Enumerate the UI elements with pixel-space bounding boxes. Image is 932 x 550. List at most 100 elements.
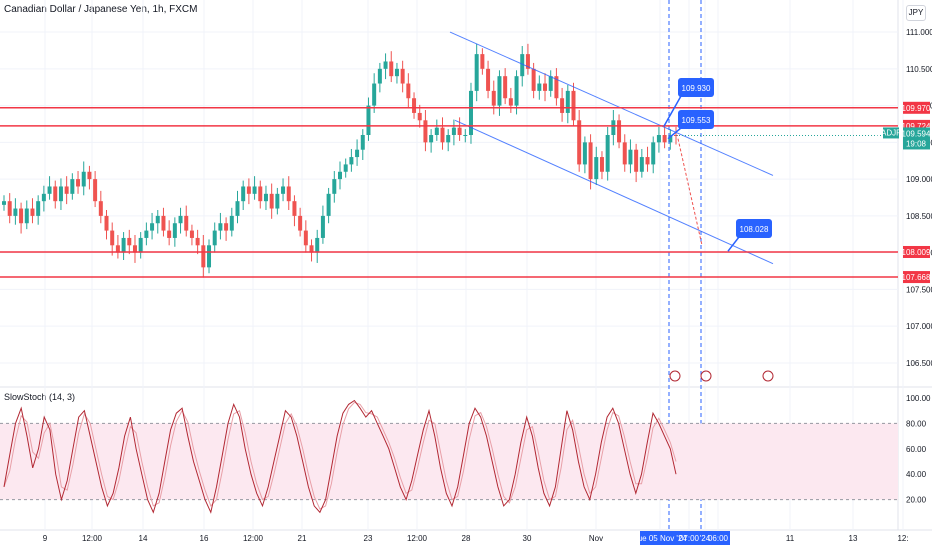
candle-body [30,208,35,216]
candle-body [218,223,223,231]
callout-box [678,110,714,129]
candle-body [400,68,405,84]
indicator-title: SlowStoch (14, 3) [4,392,76,402]
stoch-band-fill [0,423,898,500]
candle-body [93,179,98,202]
candle-body [406,83,411,99]
price-tick-label: 106.500 [906,359,932,368]
candle-body [446,135,451,143]
candle-body [588,142,593,180]
event-marker-icon [700,370,712,382]
candle-body [355,149,360,158]
candle-body [605,135,610,172]
time-tick-label: 16 [200,534,209,543]
candle-body [326,193,331,216]
candle-body [582,142,587,165]
time-tick-label: 12:00 [407,534,428,543]
currency-button[interactable]: JPY [906,5,926,21]
candle-body [474,54,479,91]
candle-body [155,215,160,224]
candle-body [76,179,81,187]
candle-body [87,171,92,180]
callout-label: 109.553 [682,116,711,125]
chart-title: Canadian Dollar / Japanese Yen, 1h, FXCM [4,4,198,15]
candle-body [349,157,354,165]
price-level-label: 107.668 [902,273,931,282]
time-tick-label: Nov [589,534,603,543]
candle-body [224,223,229,231]
candle-body [457,127,462,135]
time-highlight [640,531,730,545]
candle-body [440,127,445,143]
candle-body [468,90,473,135]
channel-lower-line [454,119,774,265]
time-tick-label: 9 [43,534,48,543]
candle-body [24,208,29,224]
candle-body [389,61,394,77]
candle-body [207,245,212,268]
candle-body [434,127,439,135]
candle-body [178,215,183,224]
event-marker-icon [669,370,681,382]
candle-body [554,76,559,99]
price-level-label: 109.724 [902,122,931,131]
candle-body [491,90,496,106]
candle-body [201,245,206,268]
time-tick-label: 14 [139,534,148,543]
time-tick-label: 13 [849,534,858,543]
candle-body [628,149,633,165]
candle-body [571,90,576,121]
time-tick-label: 30 [523,534,532,543]
candle-body [121,237,126,253]
candle-body [258,186,263,202]
callout-pointer [667,127,682,140]
callout-label: 109.930 [682,84,711,93]
candle-body [184,215,189,231]
price-level-label: 109.970 [902,104,931,113]
time-tick-label: Tue 05 Nov '24 [633,534,687,543]
price-tick-label: 109.000 [906,175,932,184]
candle-body [115,245,120,253]
candle-body [651,142,656,165]
candle-body [320,215,325,238]
candle-body [520,54,525,77]
candle-body [639,157,644,172]
callout-box [736,219,772,238]
stoch-tick-label: 40.00 [906,470,927,479]
candle-body [110,230,115,246]
candle-body [81,171,86,187]
candle-body [531,68,536,91]
candle-body [497,76,502,106]
candle-body [514,76,519,106]
candle-body [548,76,553,91]
candle-body [429,135,434,143]
price-level-tag [903,101,930,114]
candle-body [668,135,673,143]
callout-label: 108.028 [740,225,769,234]
price-tick-label: 108.500 [906,212,932,221]
candle-body [451,127,456,135]
candle-body [127,237,132,246]
candle-body [64,186,69,194]
candle-body [195,237,200,246]
time-tick-label: 28 [462,534,471,543]
time-tick-label: 21 [298,534,307,543]
price-level-label: 108.009 [902,248,931,257]
time-tick-label: 07:00 [679,534,700,543]
candle-body [19,208,24,224]
candle-body [150,223,155,231]
candle-body [662,135,667,143]
stoch-d-line [3,401,677,510]
candle-body [645,157,650,165]
candle-body [412,98,417,113]
current-price-tag [903,127,930,150]
candle-body [281,186,286,194]
candle-body [338,171,342,180]
price-tick-label: 107.500 [906,285,932,294]
candle-body [599,157,604,172]
time-tick-label: 11 [786,534,795,543]
candle-body [617,120,622,143]
candle-body [172,223,177,238]
candle-body [53,186,58,202]
